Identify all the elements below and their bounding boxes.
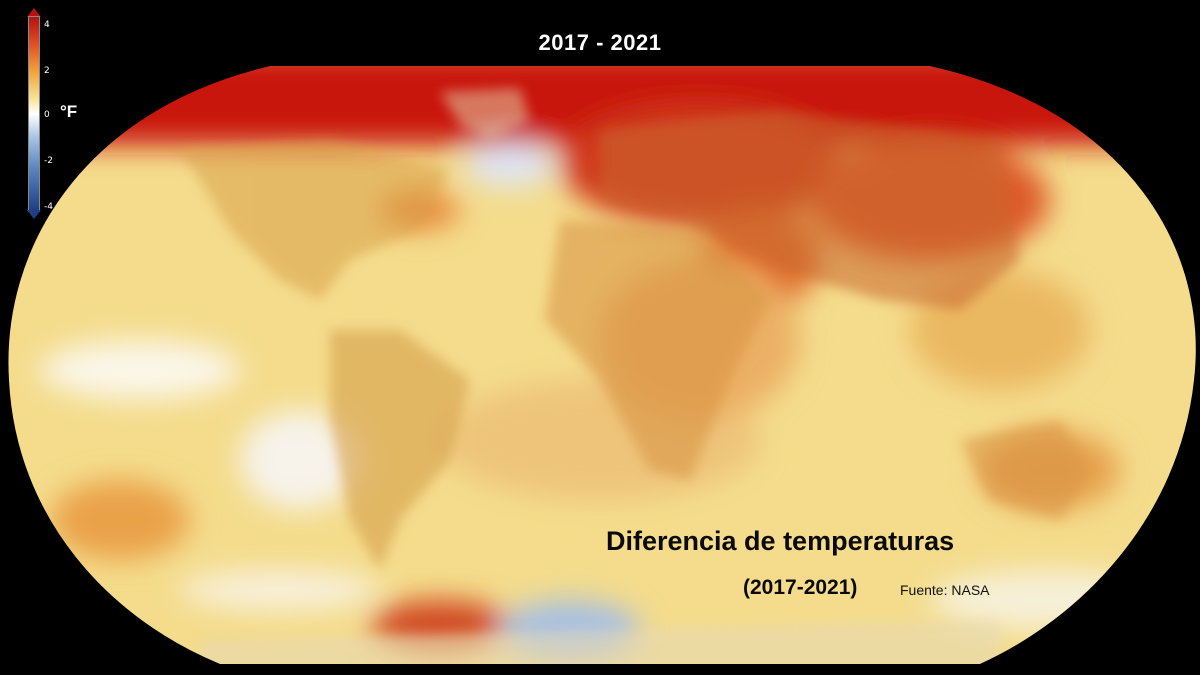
period-title: 2017 - 2021: [538, 30, 662, 55]
color-scale-bar: [28, 16, 40, 212]
legend-tick: -4: [44, 202, 53, 212]
caption-source: Fuente: NASA: [900, 582, 990, 598]
legend-tick: 4: [44, 20, 50, 30]
legend-tick: -2: [44, 156, 53, 166]
color-scale-legend: 4 2 0 -2 -4 °F: [22, 8, 82, 219]
legend-tick: 2: [44, 66, 50, 76]
legend-unit: °F: [60, 102, 78, 121]
caption-heading: Diferencia de temperaturas: [606, 526, 955, 556]
caption-years: (2017-2021): [743, 576, 858, 599]
legend-tick: 0: [44, 110, 50, 120]
continents-layer: [180, 88, 1090, 665]
scale-max-arrow-icon: [27, 8, 41, 17]
scale-min-arrow-icon: [27, 210, 41, 219]
